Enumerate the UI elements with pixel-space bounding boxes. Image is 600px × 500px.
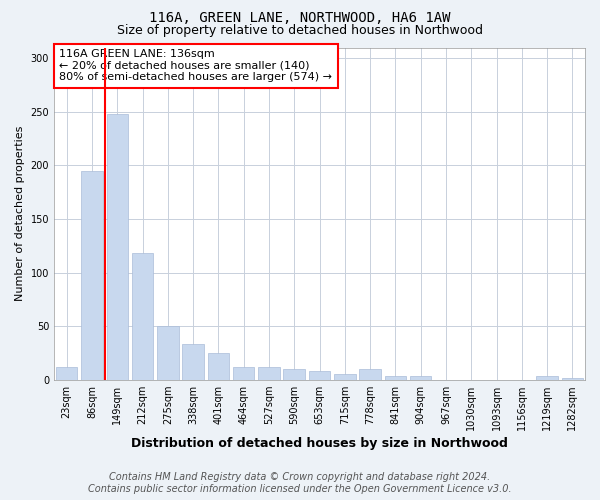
Text: 116A GREEN LANE: 136sqm
← 20% of detached houses are smaller (140)
80% of semi-d: 116A GREEN LANE: 136sqm ← 20% of detache… [59,49,332,82]
Bar [334,374,356,380]
Bar [385,376,406,380]
Text: 116A, GREEN LANE, NORTHWOOD, HA6 1AW: 116A, GREEN LANE, NORTHWOOD, HA6 1AW [149,11,451,25]
Bar [56,367,77,380]
Y-axis label: Number of detached properties: Number of detached properties [15,126,25,302]
Bar [410,376,431,380]
Bar [283,369,305,380]
Text: Size of property relative to detached houses in Northwood: Size of property relative to detached ho… [117,24,483,37]
Bar [359,369,381,380]
Bar [157,326,179,380]
Bar [536,376,558,380]
Bar [562,378,583,380]
Bar [258,367,280,380]
Bar [182,344,204,380]
Bar [81,170,103,380]
Bar [132,253,153,380]
Bar [107,114,128,380]
Bar [233,367,254,380]
Text: Contains HM Land Registry data © Crown copyright and database right 2024.
Contai: Contains HM Land Registry data © Crown c… [88,472,512,494]
X-axis label: Distribution of detached houses by size in Northwood: Distribution of detached houses by size … [131,437,508,450]
Bar [208,353,229,380]
Bar [309,371,330,380]
